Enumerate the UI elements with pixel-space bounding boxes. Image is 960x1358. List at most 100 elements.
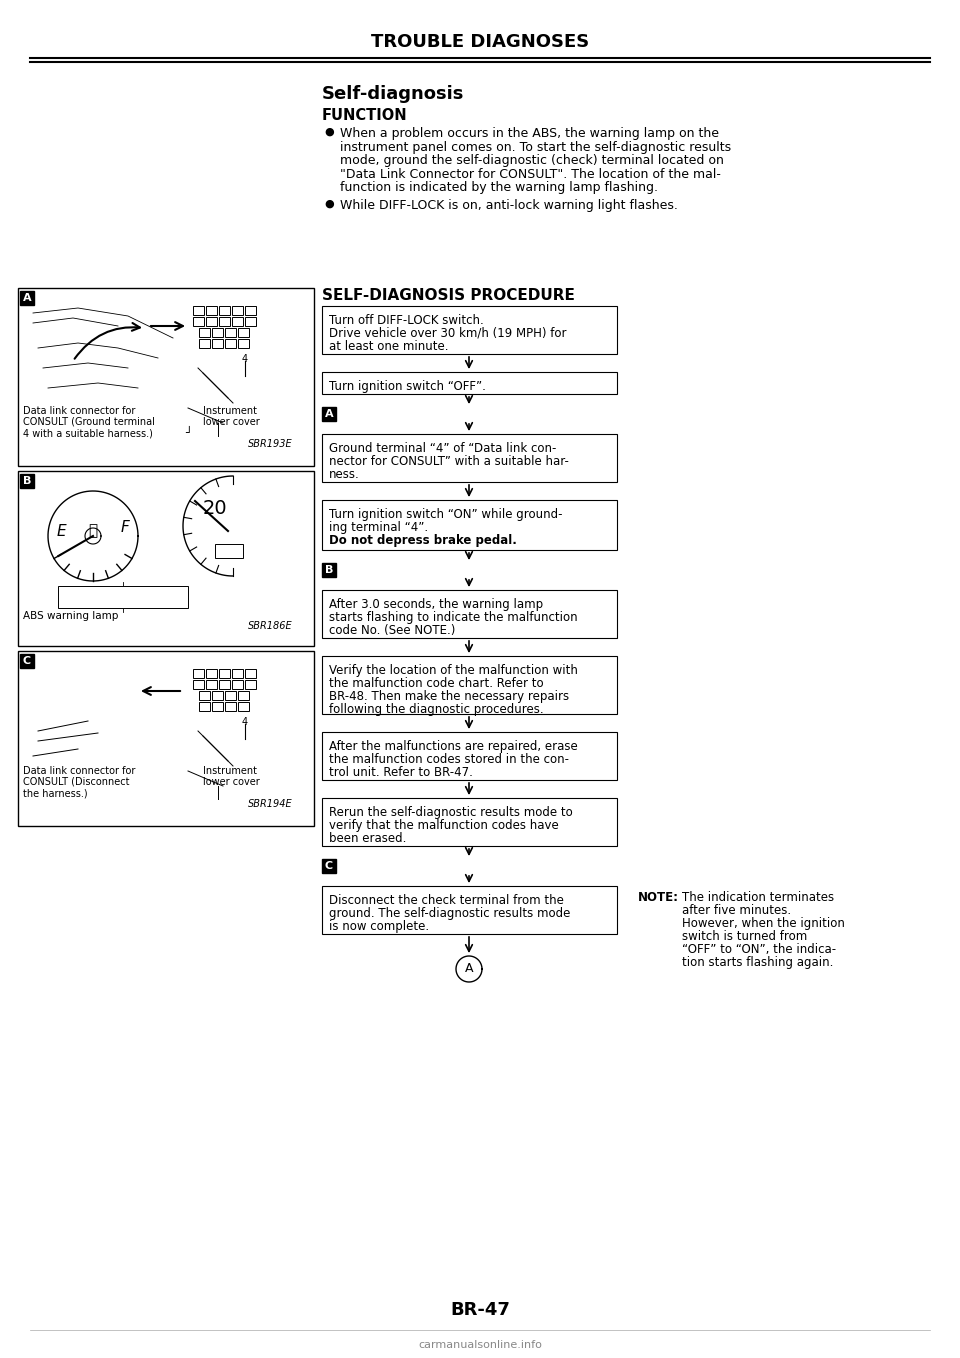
Bar — [18, 288, 314, 466]
Text: trol unit. Refer to BR-47.: trol unit. Refer to BR-47. — [329, 766, 473, 779]
Text: lower cover: lower cover — [203, 777, 260, 788]
Text: C: C — [23, 656, 31, 665]
Bar — [232, 680, 243, 689]
Text: SBR186E: SBR186E — [248, 621, 293, 631]
Text: CONSULT (Ground terminal: CONSULT (Ground terminal — [23, 417, 155, 426]
Bar — [18, 471, 314, 646]
Bar — [212, 702, 223, 712]
Text: Instrument: Instrument — [203, 766, 257, 775]
Bar — [18, 650, 314, 826]
Bar — [238, 702, 249, 712]
Text: C: C — [324, 861, 333, 870]
Text: instrument panel comes on. To start the self-diagnostic results: instrument panel comes on. To start the … — [340, 140, 732, 153]
Text: ●: ● — [324, 198, 334, 209]
Text: After the malfunctions are repaired, erase: After the malfunctions are repaired, era… — [329, 740, 578, 752]
Bar — [322, 885, 617, 934]
Text: BR-48. Then make the necessary repairs: BR-48. Then make the necessary repairs — [329, 690, 569, 703]
Bar — [322, 435, 617, 482]
Bar — [238, 329, 249, 337]
Bar — [322, 372, 617, 394]
Bar — [238, 340, 249, 348]
Bar — [193, 316, 204, 326]
Text: carmanualsonline.info: carmanualsonline.info — [418, 1340, 542, 1350]
Bar — [193, 669, 204, 678]
Bar — [232, 316, 243, 326]
Text: Ground terminal “4” of “Data link con-: Ground terminal “4” of “Data link con- — [329, 441, 557, 455]
Bar — [322, 564, 336, 577]
Bar — [322, 306, 617, 354]
Bar — [232, 306, 243, 315]
Text: BR-47: BR-47 — [450, 1301, 510, 1319]
Text: ing terminal “4”.: ing terminal “4”. — [329, 521, 428, 534]
Text: Data link connector for: Data link connector for — [23, 766, 135, 775]
Text: following the diagnostic procedures.: following the diagnostic procedures. — [329, 703, 543, 716]
Bar — [193, 680, 204, 689]
Text: verify that the malfunction codes have: verify that the malfunction codes have — [329, 819, 559, 832]
Text: — ABS —: — ABS — — [97, 589, 149, 599]
Bar — [199, 702, 210, 712]
Text: SBR194E: SBR194E — [248, 799, 293, 809]
Text: Turn ignition switch “ON” while ground-: Turn ignition switch “ON” while ground- — [329, 508, 563, 521]
Text: ground. The self-diagnostic results mode: ground. The self-diagnostic results mode — [329, 907, 570, 919]
Bar — [206, 316, 217, 326]
Bar — [58, 587, 188, 608]
Text: "Data Link Connector for CONSULT". The location of the mal-: "Data Link Connector for CONSULT". The l… — [340, 167, 721, 181]
Text: nector for CONSULT” with a suitable har-: nector for CONSULT” with a suitable har- — [329, 455, 569, 469]
Bar — [219, 316, 230, 326]
Text: ⛽: ⛽ — [88, 523, 98, 539]
Text: B: B — [23, 477, 31, 486]
Text: Self-diagnosis: Self-diagnosis — [322, 86, 465, 103]
Bar — [225, 702, 236, 712]
Text: FUNCTION: FUNCTION — [322, 109, 408, 124]
Bar — [20, 474, 34, 488]
Text: After 3.0 seconds, the warning lamp: After 3.0 seconds, the warning lamp — [329, 598, 543, 611]
Text: Data link connector for: Data link connector for — [23, 406, 135, 416]
Bar — [20, 291, 34, 306]
Text: A: A — [23, 293, 32, 303]
Bar — [219, 669, 230, 678]
Text: mode, ground the self-diagnostic (check) terminal located on: mode, ground the self-diagnostic (check)… — [340, 153, 724, 167]
Bar — [322, 860, 336, 873]
Text: ness.: ness. — [329, 469, 360, 481]
Bar — [225, 340, 236, 348]
Bar — [322, 732, 617, 779]
Text: Do not depress brake pedal.: Do not depress brake pedal. — [329, 534, 516, 547]
Text: Rerun the self-diagnostic results mode to: Rerun the self-diagnostic results mode t… — [329, 807, 573, 819]
Text: ┘: ┘ — [185, 428, 192, 439]
Text: Instrument: Instrument — [203, 406, 257, 416]
Text: Disconnect the check terminal from the: Disconnect the check terminal from the — [329, 894, 564, 907]
Bar — [322, 656, 617, 714]
Text: 4 with a suitable harness.): 4 with a suitable harness.) — [23, 428, 153, 439]
Text: A: A — [465, 963, 473, 975]
Bar — [219, 306, 230, 315]
Bar — [322, 500, 617, 550]
Text: 4: 4 — [242, 717, 248, 727]
Bar — [245, 669, 256, 678]
Text: been erased.: been erased. — [329, 832, 406, 845]
Bar — [232, 669, 243, 678]
Bar — [322, 407, 336, 421]
Text: the malfunction codes stored in the con-: the malfunction codes stored in the con- — [329, 752, 569, 766]
Text: code No. (See NOTE.): code No. (See NOTE.) — [329, 623, 455, 637]
Text: after five minutes.: after five minutes. — [682, 904, 791, 917]
Text: “OFF” to “ON”, the indica-: “OFF” to “ON”, the indica- — [682, 942, 836, 956]
Bar — [245, 306, 256, 315]
Text: While DIFF-LOCK is on, anti-lock warning light flashes.: While DIFF-LOCK is on, anti-lock warning… — [340, 198, 678, 212]
Text: However, when the ignition: However, when the ignition — [682, 917, 845, 930]
Bar — [199, 691, 210, 699]
Bar — [193, 306, 204, 315]
Text: CONSULT (Disconnect: CONSULT (Disconnect — [23, 777, 130, 788]
Text: SELF-DIAGNOSIS PROCEDURE: SELF-DIAGNOSIS PROCEDURE — [322, 288, 575, 303]
Text: SBR193E: SBR193E — [248, 439, 293, 449]
Text: is now complete.: is now complete. — [329, 919, 429, 933]
Bar — [199, 340, 210, 348]
Text: B: B — [324, 565, 333, 574]
Bar — [238, 691, 249, 699]
Bar — [206, 306, 217, 315]
Bar — [225, 691, 236, 699]
Text: lower cover: lower cover — [203, 417, 260, 426]
Bar — [212, 691, 223, 699]
Text: Turn off DIFF-LOCK switch.: Turn off DIFF-LOCK switch. — [329, 314, 484, 327]
Bar — [212, 340, 223, 348]
Text: The indication terminates: The indication terminates — [682, 891, 834, 904]
